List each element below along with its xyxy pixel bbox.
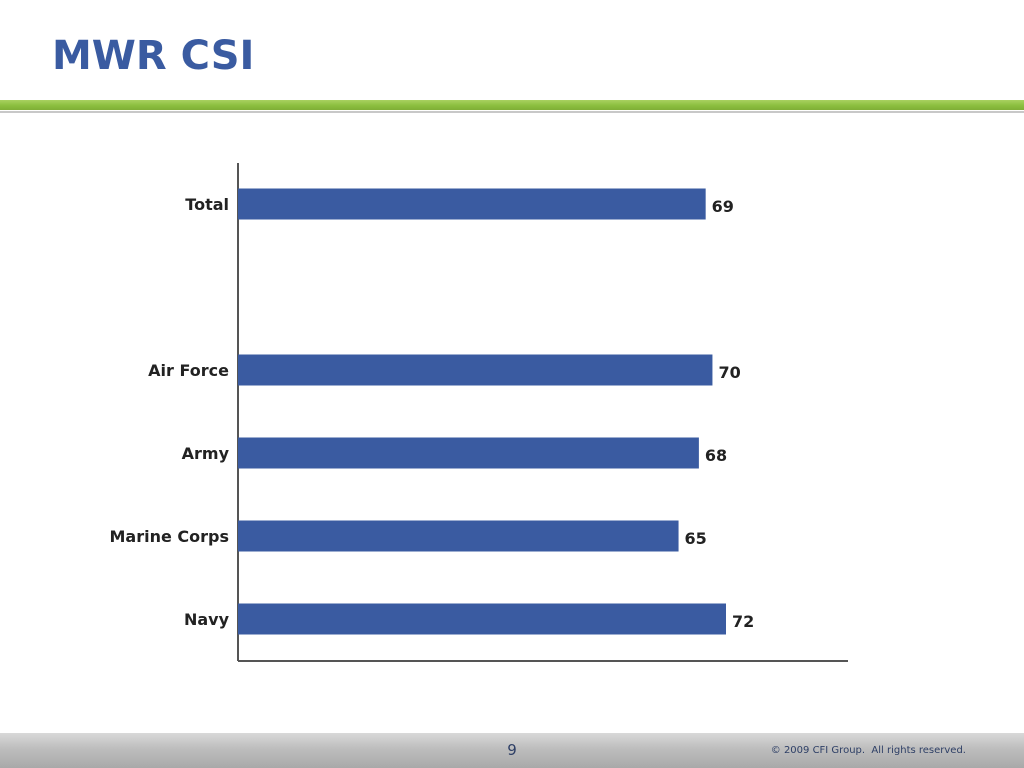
title-accent-rule	[0, 100, 1024, 110]
copyright-notice: © 2009 CFI Group. All rights reserved.	[770, 745, 966, 756]
bar-air-force	[238, 354, 713, 386]
category-label-marine-corps: Marine Corps	[109, 527, 229, 546]
value-label-marine-corps: 65	[685, 529, 707, 548]
value-label-total: 69	[712, 197, 734, 216]
value-label-army: 68	[705, 446, 727, 465]
bars-layer: Total 69 Air Force 70 Army 68 Marine Corps 65 Na…	[109, 188, 754, 635]
category-label-army: Army	[182, 444, 230, 463]
page-number: 9	[507, 741, 517, 759]
bar-total	[238, 188, 706, 220]
bar-army	[238, 437, 699, 469]
value-label-air-force: 70	[718, 363, 740, 382]
title-underline-rule	[0, 111, 1024, 113]
value-label-navy: 72	[732, 612, 754, 631]
footer-bar: 9 © 2009 CFI Group. All rights reserved.	[0, 733, 1024, 768]
bar-chart: Total 69 Air Force 70 Army 68 Marine Corps 65 Na…	[109, 163, 848, 662]
slide-title: MWR CSI	[52, 33, 255, 79]
bar-marine-corps	[238, 520, 679, 552]
category-label-air-force: Air Force	[148, 361, 229, 380]
bar-navy	[238, 603, 726, 635]
category-label-total: Total	[185, 195, 229, 214]
category-label-navy: Navy	[184, 610, 230, 629]
